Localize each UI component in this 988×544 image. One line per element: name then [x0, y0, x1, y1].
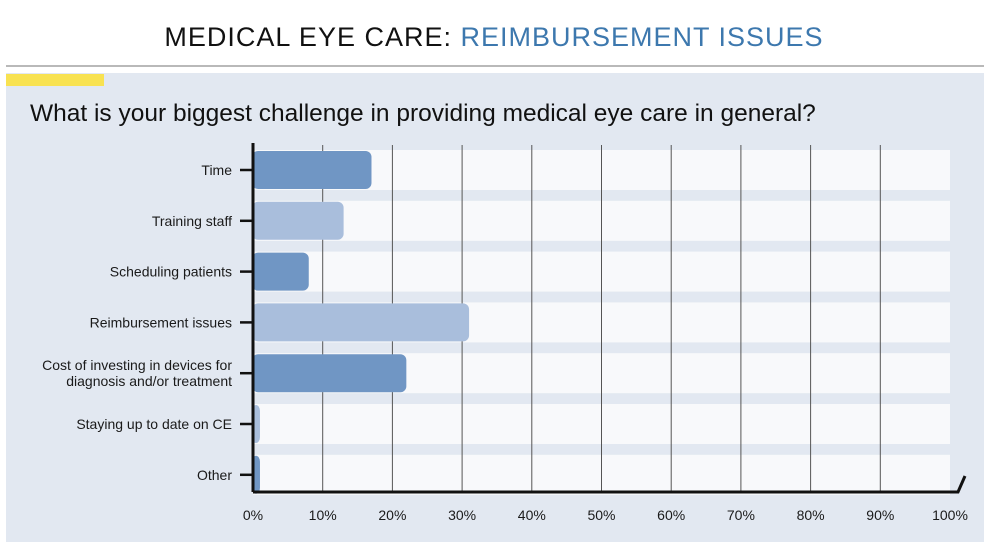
x-axis: [253, 475, 967, 494]
bar: [252, 151, 372, 189]
x-tick-label: 80%: [797, 507, 825, 523]
x-tick-label: 50%: [587, 507, 615, 523]
title-prefix: MEDICAL EYE CARE:: [164, 22, 452, 52]
category-label: diagnosis and/or treatment: [66, 373, 232, 389]
category-label: Cost of investing in devices for: [42, 357, 232, 373]
x-tick-label: 60%: [657, 507, 685, 523]
category-label: Time: [201, 162, 232, 178]
category-label: Scheduling patients: [110, 264, 232, 280]
category-label: Reimbursement issues: [90, 314, 232, 330]
category-label: Staying up to date on CE: [76, 416, 232, 432]
chart-question: What is your biggest challenge in provid…: [30, 100, 816, 127]
x-tick-label: 30%: [448, 507, 476, 523]
x-tick-label: 40%: [518, 507, 546, 523]
title-accent: REIMBURSEMENT ISSUES: [460, 22, 824, 52]
x-tick-label: 90%: [866, 507, 894, 523]
accent-highlight: [6, 74, 104, 86]
chart-header: MEDICAL EYE CARE: REIMBURSEMENT ISSUES: [0, 0, 988, 62]
bar: [252, 354, 407, 393]
bar: [252, 201, 344, 240]
category-label: Other: [197, 467, 232, 483]
category-label: Training staff: [152, 213, 232, 229]
page-title: MEDICAL EYE CARE: REIMBURSEMENT ISSUES: [0, 22, 988, 53]
bar: [252, 303, 470, 342]
header-divider: [6, 65, 984, 67]
x-tick-label: 0%: [243, 507, 263, 523]
x-tick-label: 10%: [309, 507, 337, 523]
x-tick-label: 70%: [727, 507, 755, 523]
x-tick-label: 100%: [932, 507, 968, 523]
bar: [252, 252, 309, 291]
x-tick-label: 20%: [378, 507, 406, 523]
